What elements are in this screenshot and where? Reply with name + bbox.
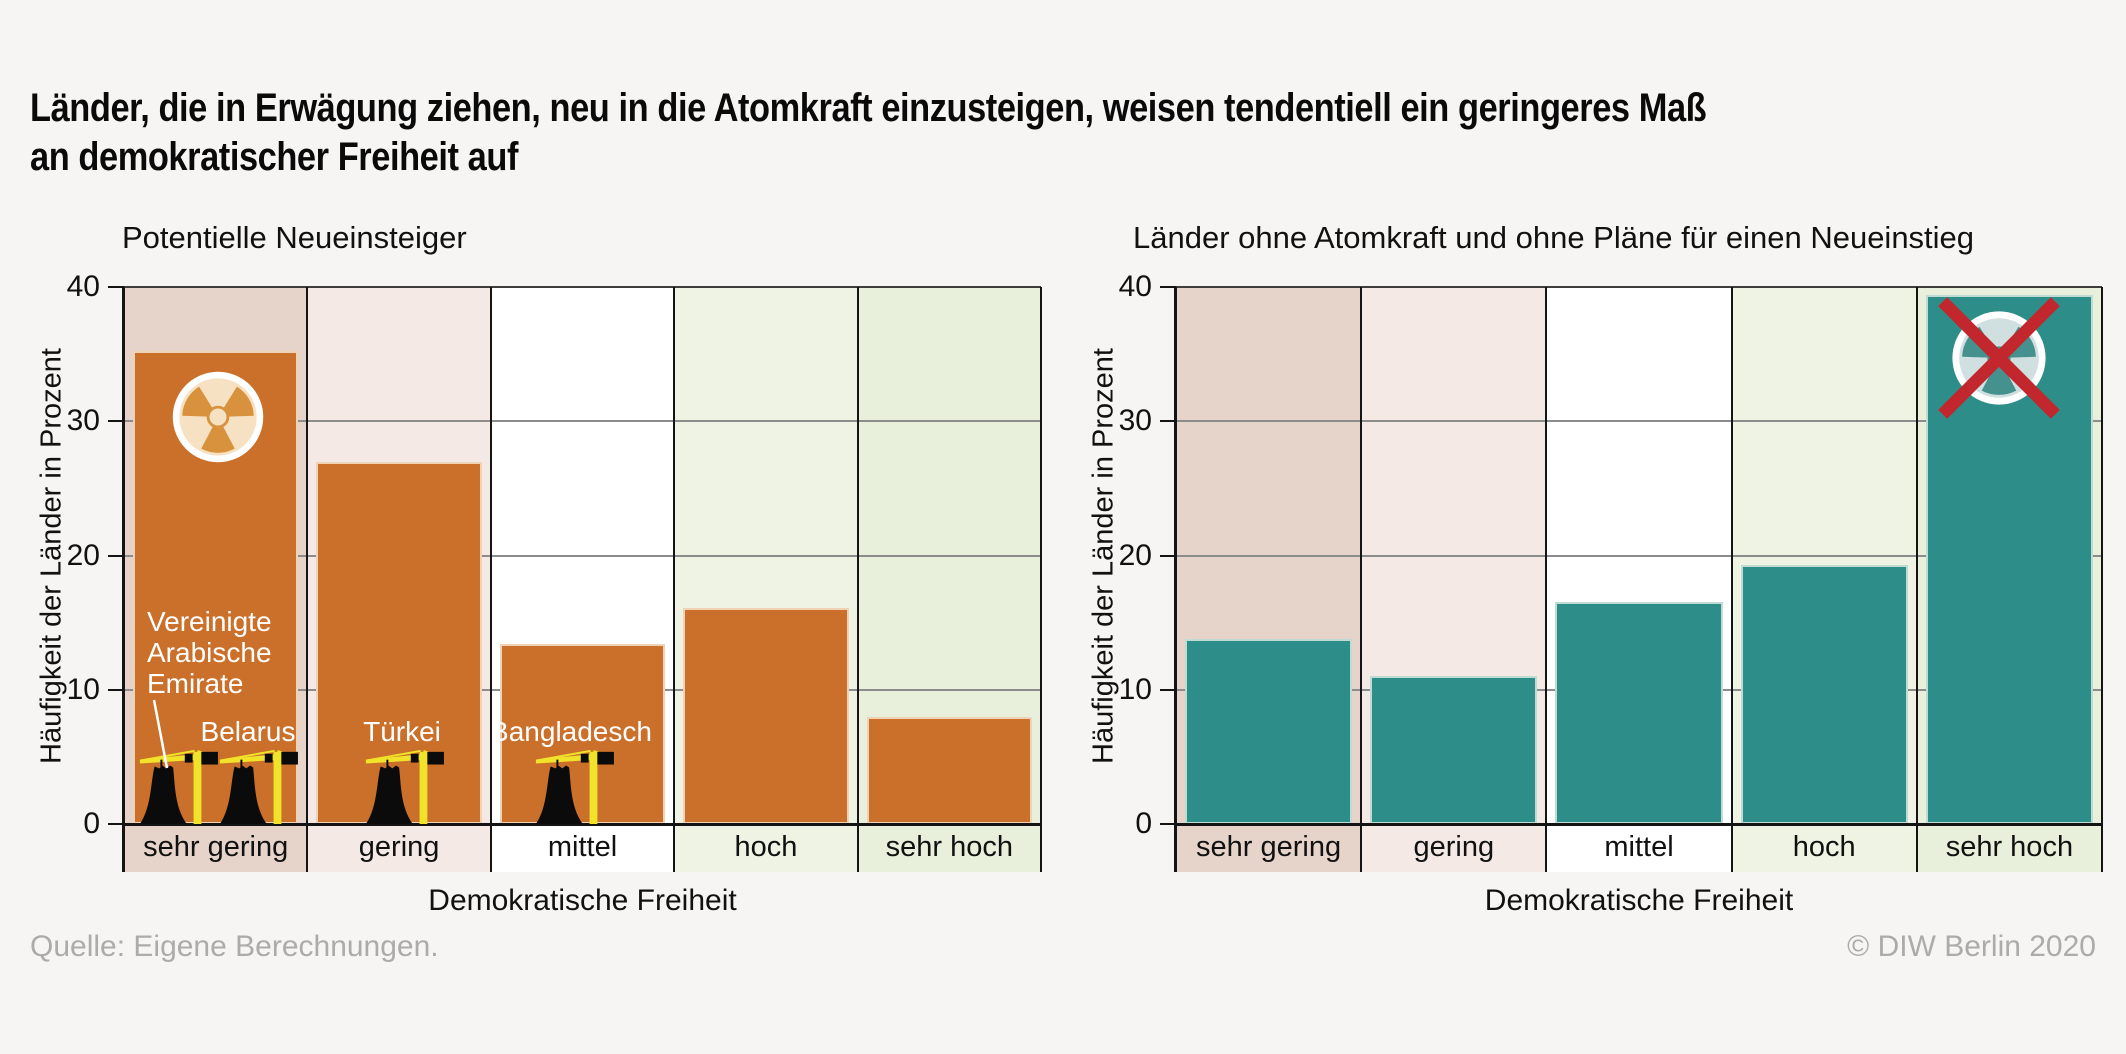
band-separator (1545, 287, 1548, 872)
y-tick-label: 40 (1118, 270, 1152, 303)
chart-title: Länder ohne Atomkraft und ohne Pläne für… (1133, 220, 1975, 255)
grid-line (1176, 420, 2102, 423)
country-annotation-line: Emirate (147, 668, 244, 699)
grid-line (124, 554, 1041, 557)
category-label-text: hoch (1792, 831, 1856, 863)
y-tick-label: 40 (66, 270, 100, 303)
y-axis-line (1174, 287, 1177, 872)
y-axis-title: Häufigkeit der Länder in Prozent (1087, 347, 1120, 764)
band-separator (306, 287, 309, 872)
y-tick-mark (108, 554, 124, 557)
country-annotation: Türkei (363, 716, 441, 747)
bar-mittel (499, 644, 666, 824)
country-annotation: Vereinigte Arabische Emirate (147, 606, 272, 699)
crossed-radiation-icon (1933, 292, 2065, 424)
y-tick-label: 10 (66, 672, 100, 706)
category-label-text: sehr gering (143, 831, 289, 863)
y-tick-mark (1160, 286, 1176, 288)
band-separator (1360, 287, 1363, 872)
y-tick-mark (1160, 823, 1176, 825)
category-label-text: sehr hoch (885, 831, 1013, 863)
band-separator (1730, 287, 1733, 872)
bar-hoch (683, 607, 849, 824)
bar-gering (316, 461, 482, 824)
country-annotation: Bangladesch (490, 716, 652, 747)
x-axis-title: Demokratische Freiheit (428, 884, 737, 917)
bar-hoch (1740, 564, 1908, 824)
cooling-tower-crane-icon (136, 746, 218, 824)
y-tick-mark (1160, 420, 1176, 423)
x-axis-title: Demokratische Freiheit (1484, 884, 1794, 917)
country-annotation-line: Arabische (147, 637, 272, 668)
country-annotation: Belarus (200, 716, 296, 747)
bar-sehr-gering (1185, 638, 1353, 824)
y-tick-label: 30 (1118, 404, 1152, 438)
category-label-text: mittel (1604, 831, 1674, 863)
category-label-text: gering (358, 831, 440, 863)
band-separator (1040, 287, 1042, 872)
cooling-tower-crane-icon (216, 746, 298, 824)
category-label-text: hoch (734, 831, 798, 863)
category-label-text: gering (1413, 831, 1495, 863)
radiation-icon (169, 368, 267, 466)
country-annotation-line: Vereinigte (147, 606, 272, 637)
copyright-note: © DIW Berlin 2020 (1847, 930, 2096, 963)
category-label-text: sehr gering (1196, 831, 1342, 863)
y-tick-label: 0 (1135, 807, 1152, 840)
source-note: Quelle: Eigene Berechnungen. (30, 930, 439, 963)
y-tick-label: 0 (83, 807, 100, 840)
y-tick-label: 20 (66, 538, 100, 572)
bar-mittel (1555, 602, 1723, 824)
band-separator (856, 287, 859, 872)
bar-sehr-hoch (866, 716, 1032, 824)
grid-line (124, 286, 1041, 288)
grid-line (1176, 554, 2102, 557)
y-tick-mark (108, 420, 124, 423)
y-tick-mark (1160, 688, 1176, 691)
band-separator (489, 287, 492, 872)
y-tick-mark (1160, 554, 1176, 557)
chart-title: Potentielle Neueinsteiger (122, 220, 467, 255)
y-tick-mark (108, 823, 124, 825)
cooling-tower-crane-icon (532, 746, 614, 824)
y-axis-line (122, 287, 125, 872)
category-label-text: mittel (547, 831, 618, 863)
x-axis-line (124, 822, 1041, 826)
y-tick-mark (108, 286, 124, 288)
cooling-tower-crane-icon (362, 746, 444, 824)
category-label-text: sehr hoch (1945, 831, 2074, 863)
band-separator (673, 287, 676, 872)
y-tick-label: 30 (66, 404, 100, 438)
y-tick-label: 10 (1118, 672, 1152, 706)
y-axis-title: Häufigkeit der Länder in Prozent (35, 347, 68, 764)
bar-gering (1370, 676, 1538, 824)
page-title-line2: an demokratischer Freiheit auf (30, 135, 518, 179)
band-separator (2101, 287, 2103, 872)
page-title: Länder, die in Erwägung ziehen, neu in d… (30, 84, 1707, 182)
y-tick-mark (108, 688, 124, 691)
grid-line (1176, 286, 2102, 288)
page-title-line1: Länder, die in Erwägung ziehen, neu in d… (30, 86, 1707, 130)
grid-line (124, 420, 1041, 423)
x-axis-line (1176, 822, 2102, 826)
band-separator (1915, 287, 1918, 872)
y-tick-label: 20 (1118, 538, 1152, 572)
